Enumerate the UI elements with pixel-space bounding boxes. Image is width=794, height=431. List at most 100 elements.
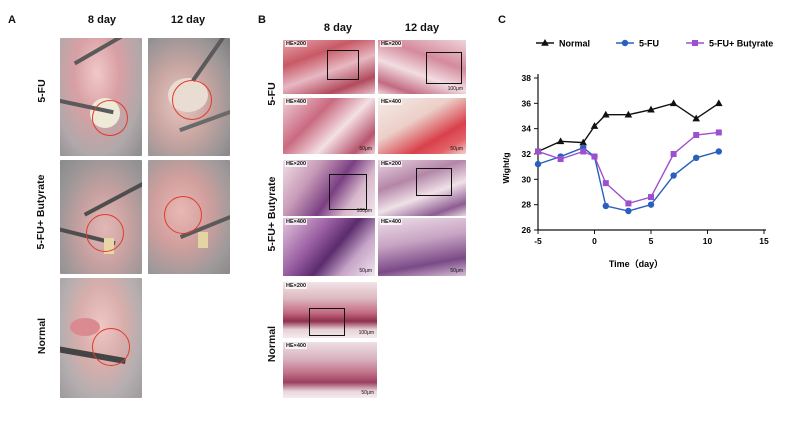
y-tick-label: 36 [522, 98, 532, 108]
histology-normal-8day-he400: HE×400 50μm [283, 342, 377, 398]
series-5-fu [534, 144, 722, 215]
data-point-normal [669, 99, 678, 107]
panel-b-col-12day: 12 day [404, 22, 440, 34]
magnification-label: HE×200 [380, 41, 403, 47]
lesion-circle [164, 196, 202, 234]
data-point-5-fu-butyrate [580, 148, 587, 155]
panel-a-row-5fu: 5-FU [36, 79, 48, 103]
data-point-5-fu-butyrate [625, 200, 632, 207]
panel-a-col-8day: 8 day [87, 14, 117, 26]
magnification-label: HE×400 [285, 99, 308, 105]
zoom-box [327, 50, 359, 80]
zoom-box [309, 308, 345, 336]
chart-legend: Normal 5-FU 5-FU+ Butyrate [536, 39, 773, 49]
photo-5fu-8day [60, 38, 142, 156]
zoom-box [416, 168, 452, 196]
magnification-label: HE×200 [285, 283, 308, 289]
magnification-label: HE×400 [285, 343, 308, 349]
legend-label: 5-FU [639, 39, 659, 49]
series-normal [534, 99, 723, 155]
legend-marker [541, 39, 549, 46]
magnification-label: HE×200 [380, 161, 403, 167]
data-point-5-fu [715, 148, 722, 155]
y-axis-label: Wight/g [501, 152, 511, 183]
zoom-box [426, 52, 462, 84]
y-tick-label: 38 [522, 73, 532, 83]
photo-normal-8day [60, 278, 142, 398]
panel-b-row-5fu: 5-FU [266, 82, 278, 106]
weight-line-chart: Normal 5-FU 5-FU+ Butyrate 26 28 30 32 34 36 38 -… [501, 39, 773, 270]
y-tick-label: 30 [522, 174, 532, 184]
panel-a-letter: A [8, 14, 16, 26]
series-line-5-fu-butyrate [537, 131, 719, 205]
data-point-5-fu-butyrate [557, 156, 564, 163]
legend-label: 5-FU+ Butyrate [709, 39, 773, 49]
data-point-normal [590, 122, 599, 129]
data-point-5-fu-butyrate [670, 151, 677, 157]
panel-c-letter: C [498, 14, 506, 26]
chart-series [534, 99, 723, 215]
histology-butyrate-8day-he400: HE×400 50μm [283, 218, 375, 276]
scale-bar-label: 100μm [356, 208, 372, 214]
data-point-normal [602, 110, 610, 118]
y-tick-label: 26 [522, 225, 532, 235]
panel-a-row-butyrate: 5-FU+ Butyrate [35, 174, 47, 250]
data-point-normal [692, 114, 700, 122]
photo-butyrate-12day [148, 160, 230, 274]
panel-b-row-butyrate: 5-FU+ Butyrate [266, 176, 278, 252]
data-point-5-fu [625, 207, 632, 215]
magnification-label: HE×400 [380, 99, 403, 105]
data-point-5-fu [602, 202, 609, 210]
x-tick-label: 5 [649, 236, 654, 246]
y-tick-label: 34 [522, 124, 532, 134]
data-point-5-fu-butyrate [715, 129, 722, 136]
panel-b-letter: B [258, 14, 266, 26]
data-point-5-fu-butyrate [648, 194, 654, 201]
x-tick-label: -5 [534, 236, 542, 246]
scale-bar-label: 100μm [358, 330, 374, 336]
data-point-5-fu-butyrate [591, 153, 598, 160]
x-tick-label: 15 [759, 236, 769, 246]
histology-normal-8day-he200: HE×200 100μm [283, 282, 377, 338]
histology-5fu-8day-he400: HE×400 50μm [283, 98, 375, 154]
x-tick-label: 0 [592, 236, 597, 246]
y-tick-label: 28 [522, 200, 532, 210]
legend-marker [692, 40, 698, 46]
histology-butyrate-8day-he200: HE×200 100μm [283, 160, 375, 216]
scale-bar-label: 50μm [361, 390, 374, 396]
data-point-normal [556, 137, 565, 145]
lesion-circle [86, 214, 124, 252]
data-point-normal [579, 138, 587, 146]
data-point-5-fu [670, 172, 677, 179]
histology-5fu-12day-he200: HE×200 100μm [378, 40, 466, 94]
data-point-normal [647, 105, 655, 113]
lesion-circle [92, 328, 130, 366]
panel-a-col-12day: 12 day [170, 14, 206, 26]
x-axis-label: Time（day） [609, 259, 663, 269]
data-point-5-fu [647, 201, 655, 208]
lesion-circle [172, 80, 212, 120]
magnification-label: HE×400 [380, 219, 403, 225]
magnification-label: HE×200 [285, 161, 308, 167]
magnification-label: HE×400 [285, 219, 308, 225]
panel-a-row-normal: Normal [36, 317, 48, 355]
data-point-5-fu [693, 154, 700, 161]
histology-5fu-12day-he400: HE×400 50μm [378, 98, 466, 154]
y-tick-label: 32 [522, 149, 532, 159]
photo-5fu-12day [148, 38, 230, 156]
histology-butyrate-12day-he200: HE×200 [378, 160, 466, 216]
data-point-5-fu-butyrate [693, 132, 700, 138]
data-point-normal [624, 110, 633, 118]
scale-bar-label: 50μm [450, 268, 463, 274]
zoom-box [329, 174, 367, 210]
legend-marker [621, 39, 629, 47]
series-5-fu-butyrate [535, 129, 722, 207]
legend-label: Normal [559, 39, 590, 49]
magnification-label: HE×200 [285, 41, 308, 47]
lesion-circle [92, 100, 128, 136]
panel-b-col-8day: 8 day [323, 22, 353, 34]
scale-bar-label: 50μm [450, 146, 463, 152]
histology-5fu-8day-he200: HE×200 [283, 40, 375, 94]
histology-butyrate-12day-he400: HE×400 50μm [378, 218, 466, 276]
data-point-5-fu-butyrate [602, 180, 609, 187]
